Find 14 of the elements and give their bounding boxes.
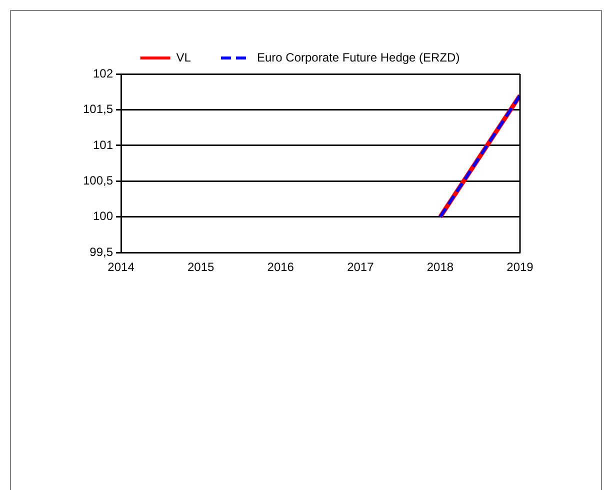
x-tick-label: 2019 — [506, 260, 534, 274]
y-tick-label: 102 — [93, 66, 114, 80]
x-tick-label: 2015 — [187, 260, 214, 274]
y-tick-label: 101,5 — [83, 102, 114, 116]
y-tick-label: 100,5 — [83, 173, 114, 188]
legend-label: Euro Corporate Future Hedge (ERZD) — [256, 50, 460, 64]
x-tick-label: 2016 — [267, 260, 294, 274]
y-tick-label: 101 — [93, 138, 114, 152]
y-tick-label: 100 — [93, 209, 114, 224]
x-tick-label: 2014 — [108, 260, 135, 274]
x-tick-label: 2018 — [426, 260, 454, 274]
legend-label: VL — [176, 50, 192, 64]
x-tick-label: 2017 — [347, 260, 374, 274]
y-tick-label: 99,5 — [90, 244, 114, 259]
